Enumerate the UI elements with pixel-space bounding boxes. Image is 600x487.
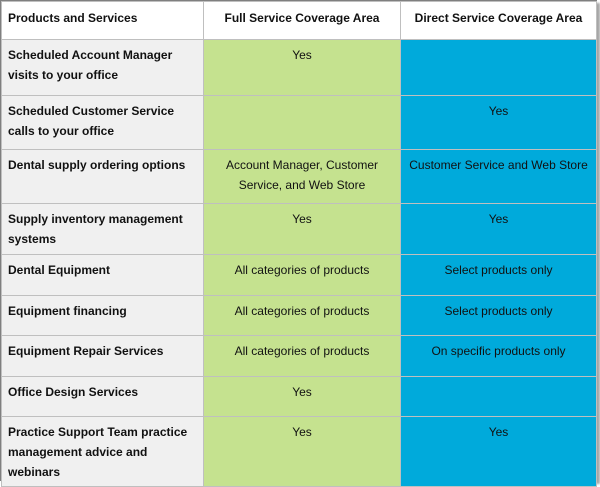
service-cell: Supply inventory management systems (1, 203, 204, 255)
service-cell: Equipment financing (1, 295, 204, 336)
direct-service-cell: Yes (400, 416, 597, 487)
full-service-cell: All categories of products (203, 295, 401, 336)
table-row: Equipment financing All categories of pr… (1, 295, 597, 336)
table-row: Office Design Services Yes (1, 376, 597, 417)
direct-service-cell: Select products only (400, 295, 597, 336)
direct-service-cell: On specific products only (400, 335, 597, 377)
full-service-cell: Yes (203, 416, 401, 487)
service-cell: Equipment Repair Services (1, 335, 204, 377)
table-row: Dental Equipment All categories of produ… (1, 254, 597, 296)
header-direct-service-coverage: Direct Service Coverage Area (400, 1, 597, 40)
direct-service-cell: Customer Service and Web Store (400, 149, 597, 204)
table-row: Scheduled Account Manager visits to your… (1, 39, 597, 96)
full-service-cell: All categories of products (203, 254, 401, 296)
table-row: Scheduled Customer Service calls to your… (1, 95, 597, 150)
direct-service-cell (400, 376, 597, 417)
service-cell: Scheduled Customer Service calls to your… (1, 95, 204, 150)
table-row: Practice Support Team practice managemen… (1, 416, 597, 487)
full-service-cell: Yes (203, 39, 401, 96)
table-row: Dental supply ordering options Account M… (1, 149, 597, 204)
full-service-cell (203, 95, 401, 150)
direct-service-cell: Select products only (400, 254, 597, 296)
table-row: Equipment Repair Services All categories… (1, 335, 597, 377)
full-service-cell: Account Manager, Customer Service, and W… (203, 149, 401, 204)
service-cell: Dental supply ordering options (1, 149, 204, 204)
service-cell: Office Design Services (1, 376, 204, 417)
service-cell: Dental Equipment (1, 254, 204, 296)
table-header-row: Products and Services Full Service Cover… (1, 1, 597, 40)
direct-service-cell (400, 39, 597, 96)
direct-service-cell: Yes (400, 95, 597, 150)
service-cell: Scheduled Account Manager visits to your… (1, 39, 204, 96)
full-service-cell: All categories of products (203, 335, 401, 377)
service-cell: Practice Support Team practice managemen… (1, 416, 204, 487)
table-row: Supply inventory management systems Yes … (1, 203, 597, 255)
direct-service-cell: Yes (400, 203, 597, 255)
header-full-service-coverage: Full Service Coverage Area (203, 1, 401, 40)
full-service-cell: Yes (203, 203, 401, 255)
header-products-and-services: Products and Services (1, 1, 204, 40)
full-service-cell: Yes (203, 376, 401, 417)
